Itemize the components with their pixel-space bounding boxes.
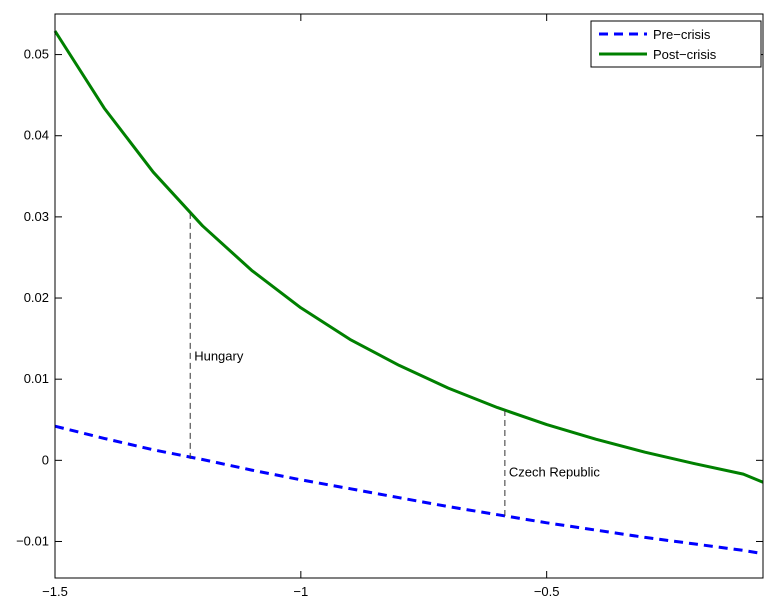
plot-area	[53, 30, 764, 556]
x-tick-label: −1.5	[42, 584, 68, 599]
y-tick-label: −0.01	[16, 533, 49, 548]
axes-frame	[54, 13, 764, 579]
x-tick-label: −1	[293, 584, 308, 599]
annotation-label-1: Czech Republic	[509, 465, 601, 480]
legend-label-pre-crisis: Pre−crisis	[653, 27, 711, 42]
legend-box	[590, 20, 762, 68]
legend: Pre−crisis Post−crisis	[590, 20, 762, 68]
y-tick-label: 0.05	[24, 47, 49, 62]
y-tick-label: 0	[42, 452, 49, 467]
x-tick-label: −0.5	[534, 584, 560, 599]
series-line-pre-crisis	[54, 424, 764, 556]
y-tick-label: 0.01	[24, 371, 49, 386]
axes: −1.5 −1 −0.5 −0.01 0 0.01 0.02 0.03 0.04 0.05	[16, 13, 764, 599]
series-line-post-crisis	[53, 30, 764, 484]
legend-label-post-crisis: Post−crisis	[653, 47, 717, 62]
y-tick-label: 0.04	[24, 128, 49, 143]
annotations: Hungary Czech Republic	[189, 212, 601, 518]
y-tick-label: 0.02	[24, 290, 49, 305]
annotation-label-0: Hungary	[194, 348, 244, 363]
y-tick-label: 0.03	[24, 209, 49, 224]
